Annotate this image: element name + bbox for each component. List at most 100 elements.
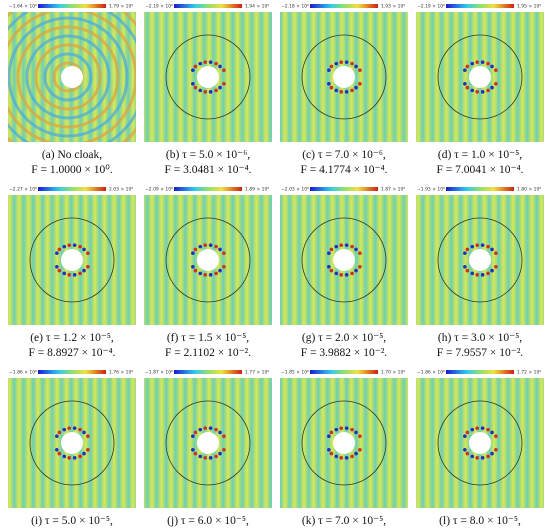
ring-dot — [345, 60, 349, 64]
ring-dot — [334, 272, 338, 276]
ring-dot — [481, 90, 485, 94]
colorbar — [174, 187, 242, 191]
ring-dot — [78, 272, 82, 276]
ring-dot — [345, 456, 349, 460]
colorbar-min: −1.86 × 10⁰ — [9, 370, 37, 376]
obstacle — [61, 249, 83, 271]
ring-dot — [67, 243, 71, 247]
ring-dot — [330, 269, 334, 273]
caption-formula: F = 3.9882 × 10⁻². — [301, 347, 388, 359]
ring-dot — [354, 65, 358, 69]
ring-dot — [67, 273, 71, 277]
ring-dot — [350, 455, 354, 459]
ring-dot — [203, 243, 207, 247]
ring-dot — [327, 68, 331, 72]
ring-dot — [58, 269, 62, 273]
ring-dot — [481, 456, 485, 460]
figure: −1.64 × 10⁰1.79 × 10⁰(a) No cloak,F = 1.… — [0, 0, 549, 532]
ring-dot — [494, 251, 498, 255]
ring-dot — [327, 434, 331, 438]
ring-dot — [330, 452, 334, 456]
colorbar — [38, 4, 106, 8]
ring-dot — [330, 431, 334, 435]
caption-label: (j) τ = 6.0 × 10⁻⁵, — [167, 515, 249, 527]
ring-dot — [214, 62, 218, 66]
ring-dot — [203, 273, 207, 277]
colorbar-max: 1.77 × 10⁰ — [245, 370, 269, 376]
ring-dot — [218, 269, 222, 273]
colorbar-min: −1.93 × 10⁰ — [417, 187, 445, 193]
panel: −1.86 × 10⁰1.76 × 10⁰(i) τ = 5.0 × 10⁻⁵, — [8, 370, 136, 528]
ring-dot — [73, 426, 77, 430]
ring-dot — [339, 60, 343, 64]
ring-dot — [475, 273, 479, 277]
ring-dot — [345, 426, 349, 430]
ring-dot — [481, 426, 485, 430]
ring-dot — [486, 272, 490, 276]
field — [280, 378, 408, 508]
ring-dot — [209, 243, 213, 247]
ring-dot — [470, 62, 474, 66]
ring-dot — [358, 448, 362, 452]
ring-dot — [194, 452, 198, 456]
ring-dot — [194, 269, 198, 273]
ring-dot — [214, 455, 218, 459]
ring-dot — [345, 273, 349, 277]
ring-dot — [463, 434, 467, 438]
ring-dot — [78, 428, 82, 432]
ring-dot — [58, 431, 62, 435]
colorbar-max: 1.76 × 10⁰ — [109, 370, 133, 376]
ring-dot — [354, 248, 358, 252]
ring-dot — [203, 60, 207, 64]
ring-dot — [466, 452, 470, 456]
ring-dot — [218, 86, 222, 90]
colorbar-min: −2.19 × 10⁰ — [417, 4, 445, 10]
caption-formula: F = 7.9557 × 10⁻². — [437, 347, 524, 359]
ring-dot — [466, 431, 470, 435]
ring-dot — [58, 248, 62, 252]
ring-dot — [463, 448, 467, 452]
colorbar-min: −1.86 × 10⁰ — [417, 370, 445, 376]
obstacle — [333, 432, 355, 454]
caption-formula: F = 1.0000 × 10⁰. — [31, 164, 113, 176]
obstacle — [61, 66, 83, 88]
panel: −2.19 × 10⁰1.94 × 10⁰(b) τ = 5.0 × 10⁻⁶,… — [144, 4, 272, 177]
field — [280, 12, 408, 142]
ring-dot — [354, 431, 358, 435]
ring-dot — [490, 248, 494, 252]
ring-dot — [475, 90, 479, 94]
ring-dot — [330, 86, 334, 90]
obstacle — [469, 432, 491, 454]
caption-label: (e) τ = 1.2 × 10⁻⁵, — [30, 332, 114, 344]
colorbar — [446, 370, 514, 374]
ring-dot — [334, 89, 338, 93]
colorbar-min: −2.18 × 10⁰ — [281, 4, 309, 10]
ring-dot — [494, 448, 498, 452]
ring-dot — [486, 89, 490, 93]
ring-dot — [475, 60, 479, 64]
ring-dot — [209, 90, 213, 94]
ring-dot — [222, 448, 226, 452]
ring-dot — [203, 90, 207, 94]
caption-formula: F = 7.0041 × 10⁻⁴. — [437, 164, 524, 176]
ring-dot — [209, 456, 213, 460]
caption-formula: F = 2.1102 × 10⁻². — [165, 347, 251, 359]
ring-dot — [82, 431, 86, 435]
obstacle — [197, 432, 219, 454]
ring-dot — [339, 273, 343, 277]
ring-dot — [62, 455, 66, 459]
obstacle — [61, 432, 83, 454]
ring-dot — [334, 428, 338, 432]
ring-dot — [82, 248, 86, 252]
ring-dot — [78, 455, 82, 459]
ring-dot — [86, 265, 90, 269]
colorbar — [174, 4, 242, 8]
ring-dot — [218, 431, 222, 435]
panel: −1.86 × 10⁰1.72 × 10⁰(l) τ = 8.0 × 10⁻⁵, — [416, 370, 544, 528]
ring-dot — [214, 245, 218, 249]
ring-dot — [490, 269, 494, 273]
ring-dot — [86, 251, 90, 255]
colorbar-max: 1.72 × 10⁰ — [517, 370, 541, 376]
ring-dot — [191, 448, 195, 452]
